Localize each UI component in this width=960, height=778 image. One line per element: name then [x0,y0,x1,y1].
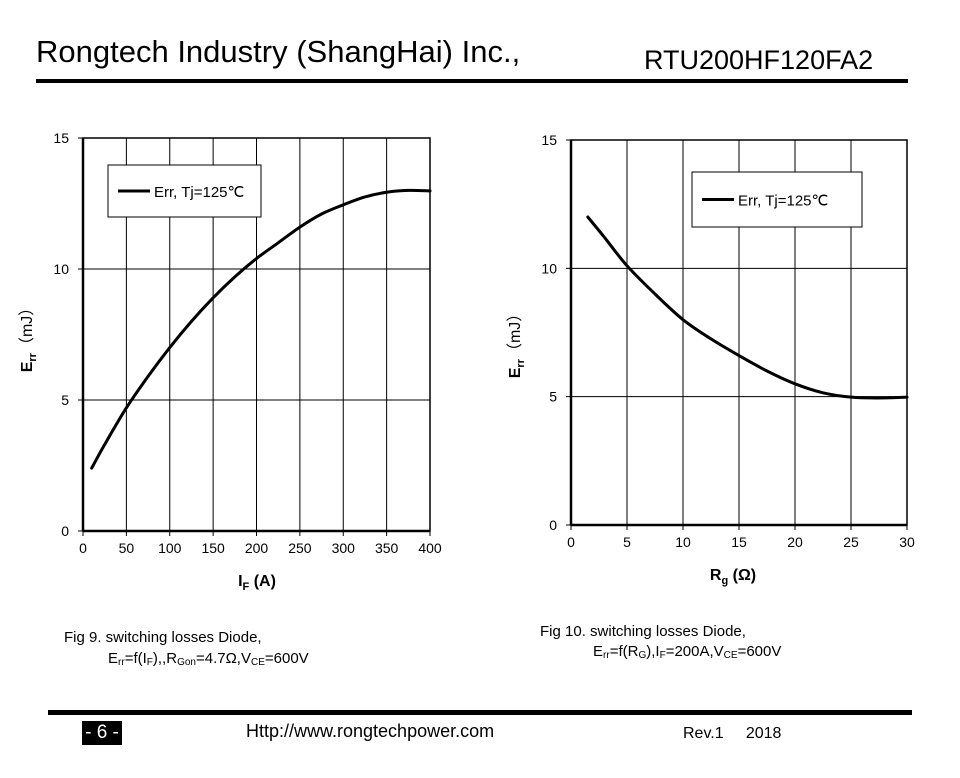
chart-2: 0 5 10 15 20 25 30 0 5 10 15 Err, Tj=125℃ Rg (Ω) Err（… [506,132,915,587]
data-point [587,216,589,218]
data-point [320,213,323,215]
footer-rule [48,710,912,715]
data-point [822,392,824,394]
fig9-caption-title: Fig 9. switching losses Diode, [64,629,262,646]
y-tick-label: 10 [53,261,69,277]
x-axis-label: Rg (Ω) [710,567,756,587]
legend: Err, Tj=125℃ [107,164,262,218]
data-point [234,276,236,278]
data-point [190,320,193,322]
header-rule [36,79,908,83]
data-point [212,297,214,299]
data-point [386,191,388,193]
x-tick-label: 20 [787,534,803,550]
y-tick-label: 5 [61,392,69,408]
data-point [299,226,301,228]
x-tick-label: 50 [119,540,135,556]
fig9-caption-params: Err=f(IF),,RGon=4.7Ω,VCE=600V [108,650,309,668]
x-tick-label: 5 [623,534,631,550]
data-point [738,355,740,357]
data-point [766,370,768,372]
x-tick-label: 350 [375,540,399,556]
revision: Rev.1 2018 [683,725,782,742]
y-axis-label: Err（mJ） [506,306,527,379]
data-point [654,293,656,295]
data-point [342,204,344,206]
x-tick-label: 30 [899,534,915,550]
data-point [906,396,908,398]
data-point [682,319,684,321]
data-point [277,242,279,244]
y-tick-label: 0 [549,517,557,533]
x-tick-label: 300 [332,540,356,556]
y-tick-label: 15 [541,132,557,148]
x-tick-label: 400 [418,540,442,556]
x-tick-label: 10 [675,534,691,550]
data-point [794,383,796,385]
x-tick-label: 0 [79,540,87,556]
company-name: Rongtech Industry (ShangHai) Inc., [36,34,521,69]
data-point [850,396,852,398]
y-tick-label: 15 [53,130,69,146]
series-line-err [90,188,432,470]
series-line-err [586,215,909,400]
page-number: - 6 - [82,721,122,745]
legend-label: Err, Tj=125℃ [154,184,244,201]
data-point [169,347,171,349]
x-tick-label: 100 [158,540,182,556]
x-tick-label: 150 [201,540,225,556]
data-point [364,196,366,198]
x-tick-label: 15 [731,534,747,550]
y-tick-label: 5 [549,389,557,405]
data-point [626,265,628,267]
data-point [407,189,409,191]
data-point [147,375,149,378]
data-point [125,407,127,409]
chart-1: 0 50 100 150 200 250 300 350 400 0 5 10 15 Err, Tj=12… [18,130,442,593]
website-url: Http://www.rongtechpower.com [246,721,495,741]
data-point [878,397,880,399]
legend: Err, Tj=125℃ [691,171,863,228]
y-tick-label: 10 [541,260,557,276]
x-axis-label: IF (A) [238,573,276,593]
y-axis-label: Err（mJ） [18,300,39,373]
data-point [104,443,106,446]
data-point [255,257,258,260]
part-number: RTU200HF120FA2 [644,45,874,75]
legend-label: Err, Tj=125℃ [738,193,828,210]
legend-box [107,164,262,218]
y-tick-label: 0 [61,523,69,539]
x-tick-label: 250 [288,540,312,556]
fig10-caption-title: Fig 10. switching losses Diode, [540,623,746,640]
data-point [91,467,93,469]
data-point [710,338,712,340]
x-tick-label: 0 [567,534,575,550]
x-tick-label: 200 [245,540,269,556]
x-tick-label: 25 [843,534,859,550]
data-point [604,236,606,239]
data-point [429,190,431,192]
fig10-caption-params: Err=f(RG),IF=200A,VCE=600V [593,643,782,661]
